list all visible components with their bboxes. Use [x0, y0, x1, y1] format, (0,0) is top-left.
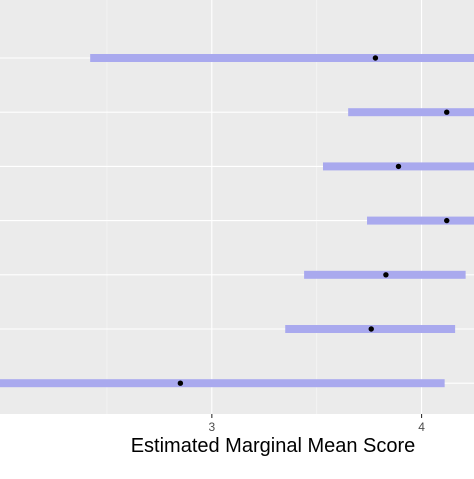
estimate-point — [368, 326, 374, 332]
plot-panel — [0, 0, 474, 414]
estimate-point — [444, 217, 450, 224]
confidence-interval-bar — [90, 54, 474, 62]
confidence-interval-bar — [367, 216, 474, 225]
x-tick-label: 3 — [208, 420, 215, 434]
estimate-point — [444, 109, 450, 115]
estimate-point — [383, 272, 389, 278]
estimate-point — [177, 380, 184, 386]
confidence-interval-bar — [348, 108, 474, 117]
estimate-points — [177, 55, 450, 386]
estimate-point — [395, 163, 402, 170]
x-axis-title: Estimated Marginal Mean Score — [131, 435, 416, 457]
estimate-point — [372, 55, 379, 61]
x-tick-label: 4 — [418, 420, 425, 434]
confidence-interval-bar — [0, 379, 445, 388]
